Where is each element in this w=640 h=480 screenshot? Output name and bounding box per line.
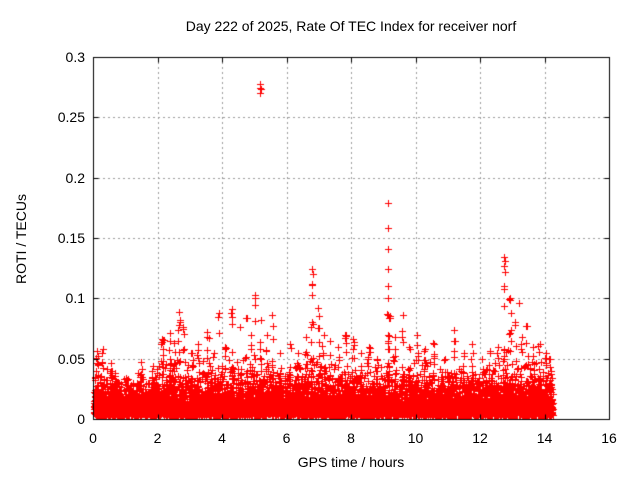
chart-title: Day 222 of 2025, Rate Of TEC Index for r… <box>185 18 517 34</box>
x-tick-label: 6 <box>282 430 291 446</box>
x-tick-label: 0 <box>89 430 97 446</box>
x-tick-label: 4 <box>218 430 226 446</box>
y-tick-label: 0.15 <box>57 230 85 246</box>
x-tick-label: 8 <box>347 430 355 446</box>
y-tick-label: 0.3 <box>65 49 85 65</box>
x-tick-label: 2 <box>153 430 162 446</box>
x-tick-label: 14 <box>536 430 553 446</box>
y-tick-label: 0.25 <box>57 109 85 126</box>
x-tick-label: 10 <box>407 430 424 446</box>
x-axis-label: GPS time / hours <box>297 454 405 470</box>
y-tick-label: 0 <box>77 411 85 427</box>
x-tick-label: 12 <box>472 430 488 446</box>
x-tick-label: 16 <box>601 430 617 446</box>
y-tick-label: 0.05 <box>57 350 85 367</box>
y-tick-label: 0.1 <box>65 290 85 307</box>
y-axis-label: ROTI / TECUs <box>13 194 29 284</box>
y-tick-label: 0.2 <box>65 169 85 186</box>
